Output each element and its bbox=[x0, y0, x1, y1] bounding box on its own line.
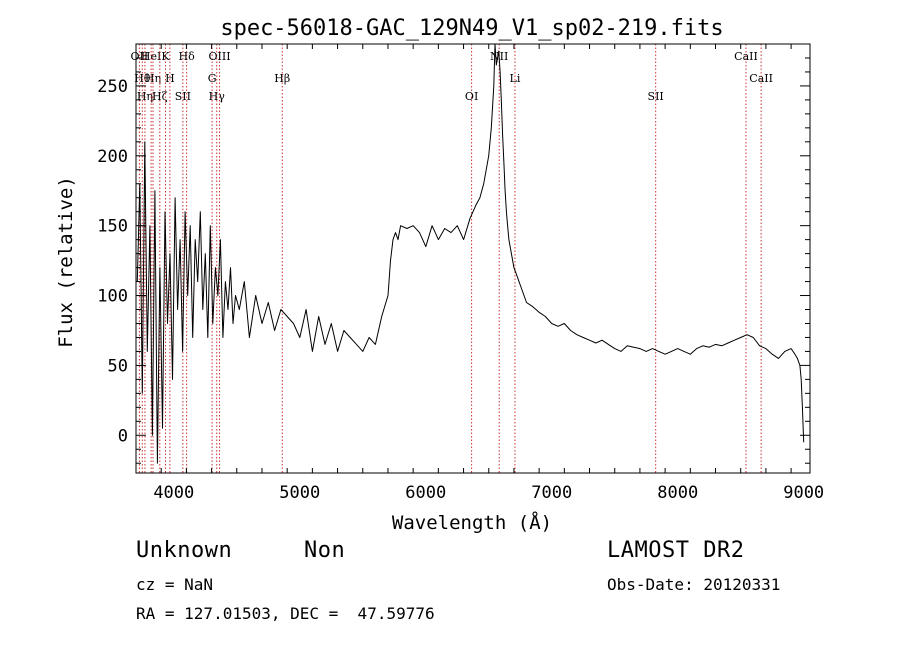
obs-date-label: Obs-Date: 20120331 bbox=[607, 575, 781, 594]
line-marker-label: OIII bbox=[208, 50, 230, 63]
emission-line-markers: OIIHθHηHeIHηHζKHSIIHδGHγOIIIHβOINIILiSII… bbox=[131, 44, 773, 473]
y-tick-label: 200 bbox=[97, 147, 128, 167]
x-tick-label: 7000 bbox=[531, 483, 572, 503]
line-marker-label: Hη bbox=[137, 90, 153, 103]
y-tick-label: 150 bbox=[97, 217, 128, 237]
line-marker-label: Hθ bbox=[134, 72, 151, 85]
line-marker-label: G bbox=[208, 72, 217, 85]
y-tick-label: 250 bbox=[97, 77, 128, 97]
survey-label: LAMOST DR2 bbox=[607, 538, 745, 563]
x-tick-label: 4000 bbox=[153, 483, 194, 503]
line-marker-label: SII bbox=[175, 90, 191, 103]
line-marker-label: K bbox=[161, 50, 170, 63]
x-axis-label: Wavelength (Å) bbox=[392, 511, 552, 534]
line-marker-label: Hδ bbox=[179, 50, 196, 63]
line-marker-label: Hγ bbox=[209, 90, 226, 103]
line-marker-label: SII bbox=[648, 90, 664, 103]
y-axis-label: Flux (relative) bbox=[55, 176, 77, 348]
axes: 4000 5000 6000 7000 8000 9000 0 50 100 150 200 250 bbox=[97, 44, 824, 503]
x-tick-label: 5000 bbox=[279, 483, 320, 503]
line-marker-label: H bbox=[165, 72, 175, 85]
spectrum-line bbox=[136, 43, 805, 464]
line-marker-label: OI bbox=[465, 90, 478, 103]
line-marker-label: CaII bbox=[734, 50, 758, 63]
line-marker-label: Li bbox=[510, 72, 521, 85]
chart-title: spec-56018-GAC_129N49_V1_sp02-219.fits bbox=[220, 16, 723, 41]
line-marker-label: Hη bbox=[145, 72, 161, 85]
x-tick-label: 9000 bbox=[783, 483, 824, 503]
spectrum-series bbox=[136, 43, 805, 464]
coordinates-label: RA = 127.01503, DEC = 47.59776 bbox=[136, 604, 435, 623]
y-tick-label: 100 bbox=[97, 287, 128, 307]
x-tick-label: 6000 bbox=[405, 483, 446, 503]
line-marker-label: OII bbox=[131, 50, 149, 63]
x-tick-label: 8000 bbox=[657, 483, 698, 503]
object-class-label: Unknown bbox=[136, 538, 233, 563]
line-marker-label: Hβ bbox=[274, 72, 290, 85]
y-tick-label: 50 bbox=[108, 356, 128, 376]
redshift-label: cz = NaN bbox=[136, 575, 214, 594]
object-subclass-label: Non bbox=[304, 538, 346, 563]
line-marker-label: HeI bbox=[141, 50, 161, 63]
line-marker-label: Hζ bbox=[152, 90, 168, 103]
y-tick-label: 0 bbox=[118, 426, 128, 446]
line-marker-label: CaII bbox=[749, 72, 773, 85]
plot-frame bbox=[135, 43, 811, 474]
